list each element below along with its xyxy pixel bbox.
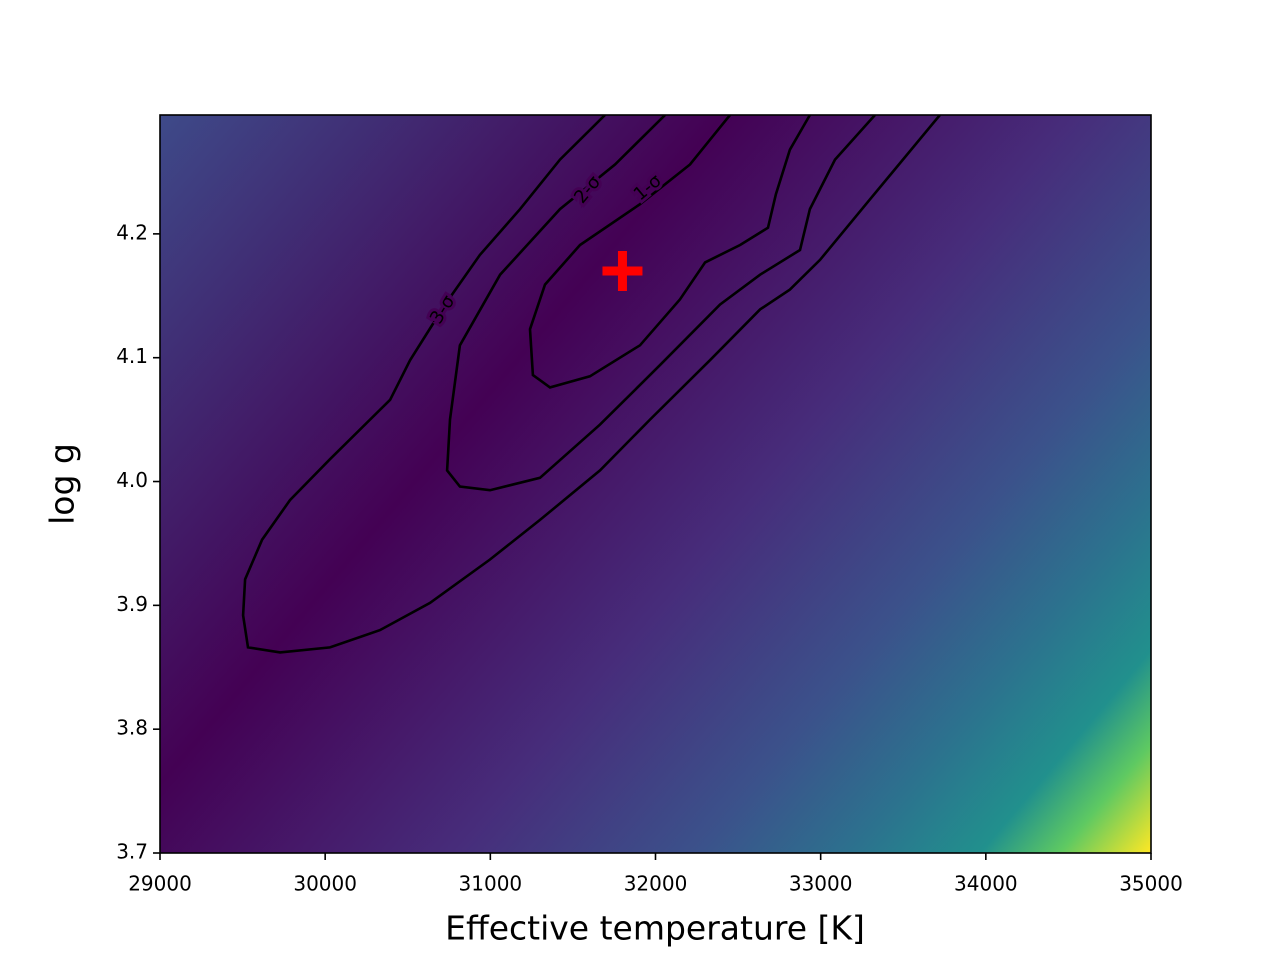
y-tick-label: 4.1 [116, 344, 148, 368]
y-axis-label: log g [43, 443, 82, 525]
y-tick-label: 4.2 [116, 220, 148, 244]
x-tick-label: 29000 [128, 872, 192, 896]
x-tick-label: 32000 [624, 872, 688, 896]
x-tick-label: 31000 [459, 872, 523, 896]
heatmap [160, 115, 1151, 853]
y-tick-label: 3.7 [116, 840, 148, 864]
y-tick-label: 3.9 [116, 592, 148, 616]
y-tick-label: 4.0 [116, 468, 148, 492]
y-tick-label: 3.8 [116, 716, 148, 740]
contour-line [528, 115, 812, 389]
contour-line [241, 115, 941, 654]
x-tick-label: 34000 [954, 872, 1018, 896]
x-axis-label: Effective temperature [K] [445, 909, 865, 948]
contour-line [445, 115, 876, 492]
best-fit-marker [602, 251, 643, 292]
x-tick-label: 33000 [789, 872, 853, 896]
x-tick-label: 35000 [1119, 872, 1183, 896]
x-tick-label: 30000 [293, 872, 357, 896]
